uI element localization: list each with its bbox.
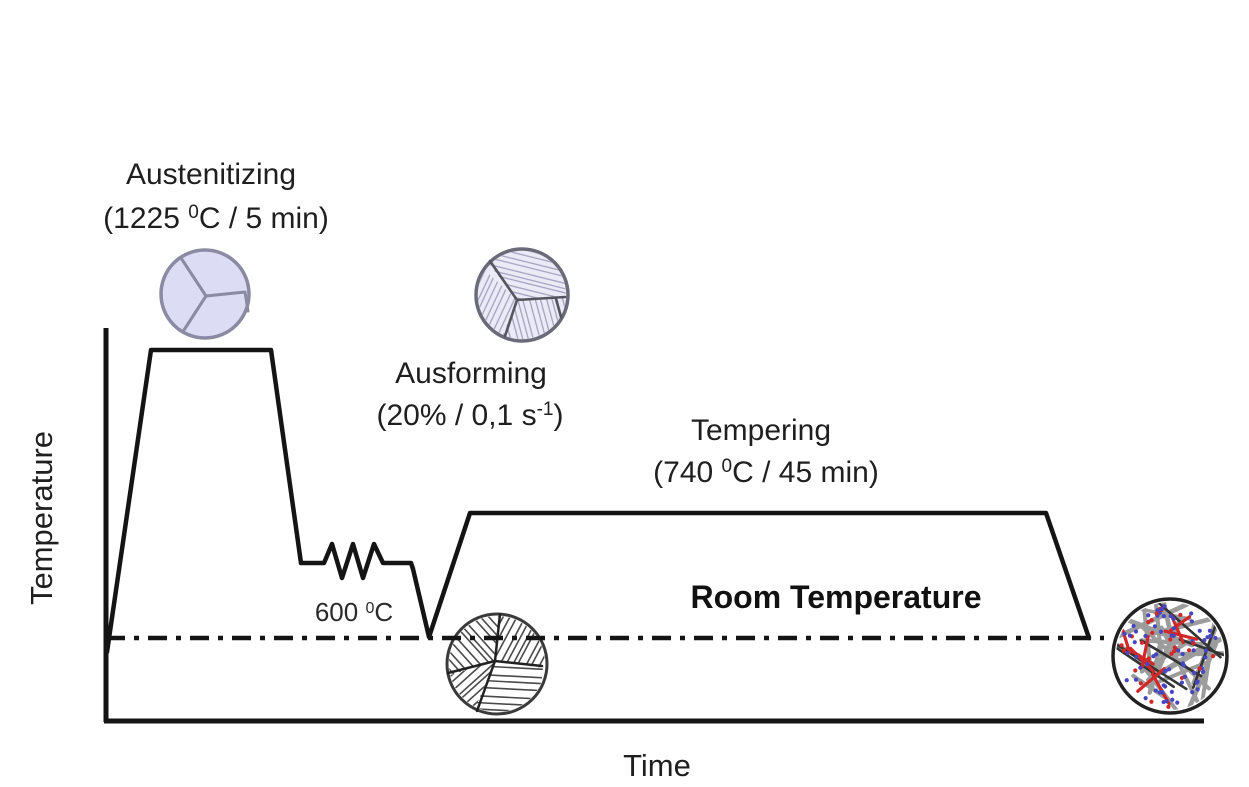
austenitizing-params: (1225 0C / 5 min) [103,202,329,235]
y-axis-label: Temperature [24,431,59,605]
ausforming-params: (20% / 0,1 s-1) [377,399,564,432]
tempering-params: (740 0C / 45 min) [653,456,879,489]
tempering-title: Tempering [691,414,831,447]
room-temperature-label: Room Temperature [690,579,981,615]
deformation-temp-label: 600 0C [315,597,393,627]
temperature-profile-line [104,347,1092,655]
austenitizing-title: Austenitizing [126,158,296,191]
deformed-austenite-grains-icon [474,247,570,343]
ausforming-title: Ausforming [395,357,547,390]
austenite-grains-icon [159,248,251,340]
tempered-martensite-carbides-icon [1111,597,1229,715]
x-axis-label: Time [623,748,691,783]
